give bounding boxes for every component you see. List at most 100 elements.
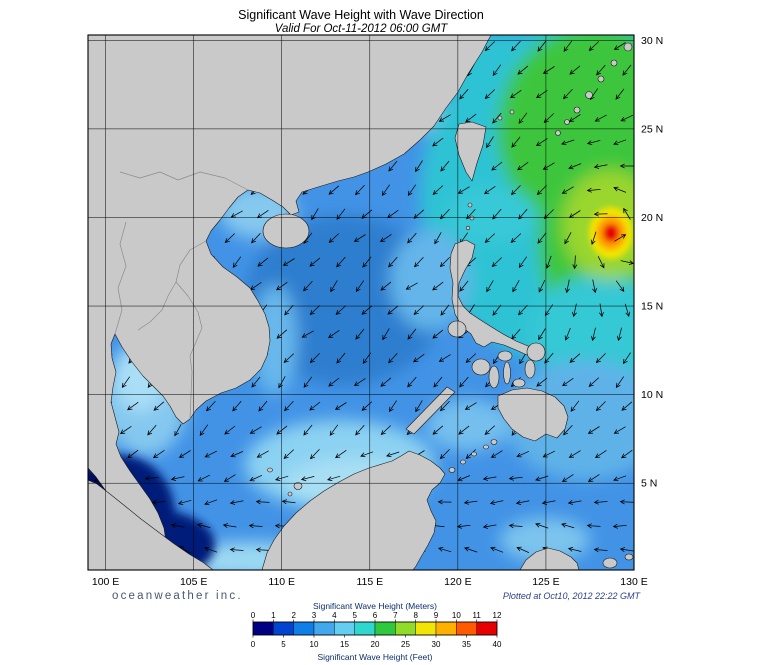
wave-direction-arrow <box>232 256 242 268</box>
wave-direction-arrow <box>440 160 450 172</box>
wave-direction-arrow <box>300 476 315 482</box>
wave-direction-arrow <box>276 329 288 339</box>
wave-direction-arrow <box>248 523 263 529</box>
wave-direction-arrow <box>458 425 470 435</box>
wave-direction-arrow <box>619 547 634 553</box>
colorbar-cell <box>273 621 294 636</box>
wave-direction-arrow <box>572 255 578 270</box>
wave-direction-arrow <box>328 377 340 387</box>
wave-direction-arrow <box>413 353 425 363</box>
wave-direction-arrow <box>616 327 622 342</box>
wave-direction-arrow <box>587 426 600 434</box>
wave-direction-arrow <box>147 424 157 436</box>
wave-direction-arrow <box>567 500 582 505</box>
wave-direction-arrow <box>515 500 530 505</box>
wave-direction-arrow <box>542 162 555 170</box>
wave-direction-arrow <box>518 256 528 268</box>
wave-direction-arrow <box>328 329 340 339</box>
wave-direction-arrow <box>388 160 398 172</box>
wave-direction-arrow <box>568 450 581 458</box>
wave-direction-arrow <box>613 426 626 434</box>
lat-tick-label: 20 N <box>641 212 663 224</box>
wave-direction-arrow <box>361 305 373 315</box>
wave-direction-arrow <box>619 499 634 505</box>
natuna-anambas-islands <box>267 467 303 497</box>
wave-direction-arrow <box>563 40 573 52</box>
wave-direction-arrow <box>622 64 632 76</box>
wave-direction-arrow <box>459 280 469 292</box>
wave-direction-arrow <box>432 329 444 339</box>
wave-direction-arrow <box>284 401 294 412</box>
wave-direction-arrow <box>432 137 444 147</box>
wave-direction-arrow <box>407 328 417 340</box>
feet-tick-label: 0 <box>251 640 256 649</box>
wave-direction-arrow <box>544 352 554 364</box>
wave-direction-arrow <box>593 211 608 217</box>
wave-direction-arrow <box>353 234 366 242</box>
lon-tick-label: 125 E <box>532 576 559 588</box>
sulawesi-north-arm <box>519 547 580 570</box>
wave-direction-arrow <box>621 449 633 459</box>
wave-direction-arrow <box>510 185 521 196</box>
wave-direction-arrow <box>594 114 607 122</box>
wave-direction-arrow <box>284 304 294 316</box>
batanes-islands <box>465 202 475 231</box>
wave-direction-arrow <box>569 65 581 75</box>
samar <box>526 342 546 362</box>
masbate <box>497 350 513 362</box>
negros <box>488 365 500 389</box>
wave-direction-arrow <box>329 424 339 436</box>
wave-direction-arrow <box>439 257 450 268</box>
wave-direction-arrow <box>251 232 261 244</box>
lon-tick-label: 110 E <box>268 576 295 588</box>
wave-direction-arrow <box>484 185 496 195</box>
wave-direction-arrow <box>439 449 450 460</box>
wave-direction-arrow <box>482 524 497 529</box>
wave-direction-arrow <box>486 280 494 293</box>
wave-direction-arrow <box>330 280 338 293</box>
wave-direction-arrow <box>258 400 268 412</box>
wave-direction-arrow <box>486 136 494 149</box>
wave-direction-arrow <box>613 186 627 193</box>
wave-direction-arrow <box>229 500 244 505</box>
hainan <box>262 213 310 249</box>
wave-direction-arrow <box>490 546 504 553</box>
wave-direction-arrow <box>196 523 211 528</box>
wave-direction-arrow <box>567 547 582 552</box>
meters-tick-label: 11 <box>473 611 482 620</box>
wave-direction-arrow <box>438 114 451 122</box>
latitude-axis: 5 N 10 N 15 N 20 N 25 N 30 N <box>641 35 663 490</box>
wave-direction-arrow <box>492 64 502 76</box>
lat-tick-label: 15 N <box>641 301 663 313</box>
asia-mainland <box>88 35 492 554</box>
wave-direction-arrow <box>301 330 314 338</box>
panay <box>471 358 491 376</box>
bohol <box>512 378 526 388</box>
wave-direction-arrow <box>379 234 392 243</box>
colorbar-cell <box>313 621 335 636</box>
cebu <box>503 361 511 385</box>
wave-direction-arrow <box>153 401 165 411</box>
wave-direction-arrow <box>545 255 552 269</box>
lon-tick-label: 130 E <box>620 576 647 588</box>
wave-direction-arrow <box>335 449 347 459</box>
wave-direction-arrow <box>407 376 417 388</box>
wave-direction-arrow <box>199 424 209 436</box>
wave-direction-arrow <box>542 66 555 74</box>
wave-direction-arrow <box>492 304 502 316</box>
wave-direction-arrow <box>432 425 444 435</box>
wave-direction-arrow <box>586 187 601 193</box>
wave-direction-arrow <box>432 185 444 195</box>
colorbar-cell <box>334 621 355 636</box>
wave-direction-arrow <box>613 42 626 50</box>
wave-direction-arrow <box>303 376 313 388</box>
wave-direction-arrow <box>121 376 131 388</box>
map-frame <box>87 34 635 571</box>
wave-direction-arrow <box>536 89 548 99</box>
wave-direction-arrow <box>229 547 244 553</box>
wave-direction-arrow <box>464 546 478 553</box>
wave-direction-arrow <box>615 376 625 389</box>
wave-direction-arrow <box>204 546 218 553</box>
feet-tick-label: 5 <box>281 640 286 649</box>
